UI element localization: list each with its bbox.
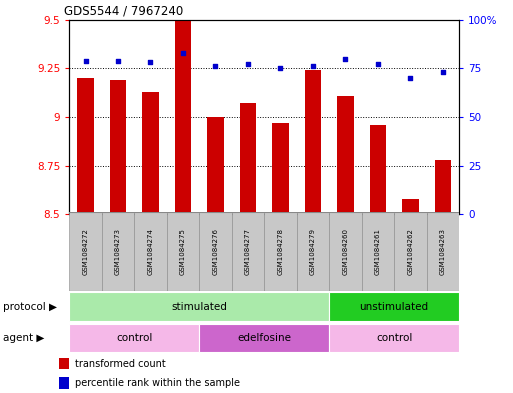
- Point: [244, 61, 252, 68]
- Bar: [232, 212, 264, 291]
- Point: [439, 69, 447, 75]
- Point: [146, 59, 154, 66]
- Point: [341, 55, 349, 62]
- Bar: [264, 212, 297, 291]
- Text: GSM1084279: GSM1084279: [310, 228, 316, 275]
- Point: [82, 57, 90, 64]
- Point: [277, 65, 285, 72]
- Bar: [329, 292, 459, 321]
- Bar: [305, 70, 321, 214]
- Text: GSM1084274: GSM1084274: [147, 228, 153, 275]
- Text: transformed count: transformed count: [75, 358, 166, 369]
- Bar: [435, 160, 451, 214]
- Text: GSM1084275: GSM1084275: [180, 228, 186, 275]
- Text: unstimulated: unstimulated: [360, 301, 429, 312]
- Point: [406, 75, 415, 81]
- Bar: [362, 212, 394, 291]
- Point: [179, 50, 187, 56]
- Text: GSM1084263: GSM1084263: [440, 228, 446, 275]
- Bar: [329, 212, 362, 291]
- Bar: [427, 212, 459, 291]
- Text: control: control: [376, 333, 412, 343]
- Bar: [175, 20, 191, 214]
- Bar: [110, 80, 126, 214]
- Bar: [394, 212, 427, 291]
- Text: protocol ▶: protocol ▶: [3, 301, 56, 312]
- Bar: [240, 103, 256, 214]
- Bar: [402, 198, 419, 214]
- Bar: [59, 358, 69, 369]
- Bar: [329, 324, 459, 352]
- Text: GSM1084277: GSM1084277: [245, 228, 251, 275]
- Text: edelfosine: edelfosine: [237, 333, 291, 343]
- Bar: [167, 212, 199, 291]
- Text: control: control: [116, 333, 152, 343]
- Bar: [199, 212, 232, 291]
- Text: GSM1084260: GSM1084260: [342, 228, 348, 275]
- Text: stimulated: stimulated: [171, 301, 227, 312]
- Bar: [272, 123, 288, 214]
- Bar: [337, 95, 353, 214]
- Text: GSM1084276: GSM1084276: [212, 228, 219, 275]
- Point: [114, 57, 122, 64]
- Bar: [69, 324, 199, 352]
- Text: GSM1084261: GSM1084261: [375, 228, 381, 275]
- Text: GSM1084262: GSM1084262: [407, 228, 413, 275]
- Text: GSM1084273: GSM1084273: [115, 228, 121, 275]
- Text: agent ▶: agent ▶: [3, 333, 44, 343]
- Bar: [142, 92, 159, 214]
- Bar: [77, 78, 93, 214]
- Text: percentile rank within the sample: percentile rank within the sample: [75, 378, 240, 388]
- Bar: [69, 292, 329, 321]
- Point: [211, 63, 220, 70]
- Point: [374, 61, 382, 68]
- Bar: [199, 324, 329, 352]
- Bar: [207, 117, 224, 214]
- Bar: [69, 212, 102, 291]
- Point: [309, 63, 317, 70]
- Text: GSM1084272: GSM1084272: [83, 228, 89, 275]
- Bar: [370, 125, 386, 214]
- Bar: [134, 212, 167, 291]
- Bar: [59, 377, 69, 389]
- Text: GDS5544 / 7967240: GDS5544 / 7967240: [64, 5, 183, 18]
- Bar: [297, 212, 329, 291]
- Bar: [102, 212, 134, 291]
- Text: GSM1084278: GSM1084278: [278, 228, 284, 275]
